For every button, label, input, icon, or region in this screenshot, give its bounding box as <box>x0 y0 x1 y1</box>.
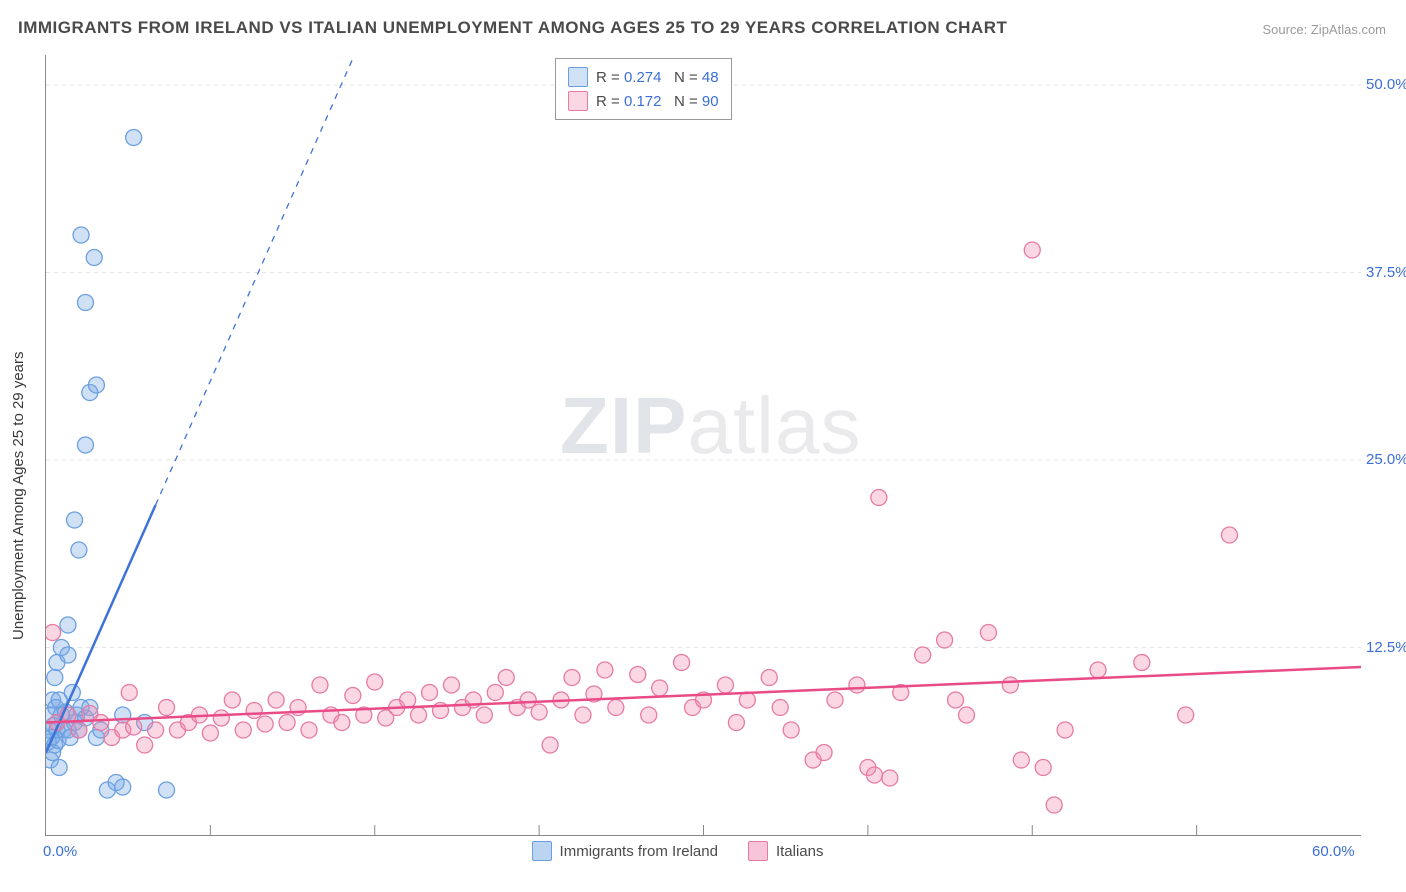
legend-item: Immigrants from Ireland <box>532 841 718 861</box>
x-axis-min-label: 0.0% <box>43 843 77 860</box>
y-tick-label: 12.5% <box>1366 639 1406 656</box>
y-tick-label: 37.5% <box>1366 264 1406 281</box>
source-label: Source: ZipAtlas.com <box>1262 22 1386 37</box>
y-tick-label: 50.0% <box>1366 76 1406 93</box>
legend-swatch <box>568 91 588 111</box>
legend-swatch <box>532 841 552 861</box>
scatter-plot <box>45 55 1361 836</box>
x-axis-max-label: 60.0% <box>1312 843 1355 860</box>
legend-swatch <box>568 67 588 87</box>
correlation-row: R = 0.274 N = 48 <box>568 65 719 89</box>
y-axis-label: Unemployment Among Ages 25 to 29 years <box>10 351 27 640</box>
correlation-legend: R = 0.274 N = 48 R = 0.172 N = 90 <box>555 58 732 120</box>
correlation-text: R = 0.172 N = 90 <box>596 93 719 110</box>
correlation-row: R = 0.172 N = 90 <box>568 89 719 113</box>
legend-item: Italians <box>748 841 824 861</box>
legend-swatch <box>748 841 768 861</box>
correlation-text: R = 0.274 N = 48 <box>596 69 719 86</box>
legend-label: Immigrants from Ireland <box>560 843 718 860</box>
chart-title: IMMIGRANTS FROM IRELAND VS ITALIAN UNEMP… <box>18 18 1007 38</box>
legend-label: Italians <box>776 843 824 860</box>
series-legend: Immigrants from Ireland Italians <box>532 841 824 861</box>
y-tick-label: 25.0% <box>1366 451 1406 468</box>
chart-container: IMMIGRANTS FROM IRELAND VS ITALIAN UNEMP… <box>0 0 1406 892</box>
